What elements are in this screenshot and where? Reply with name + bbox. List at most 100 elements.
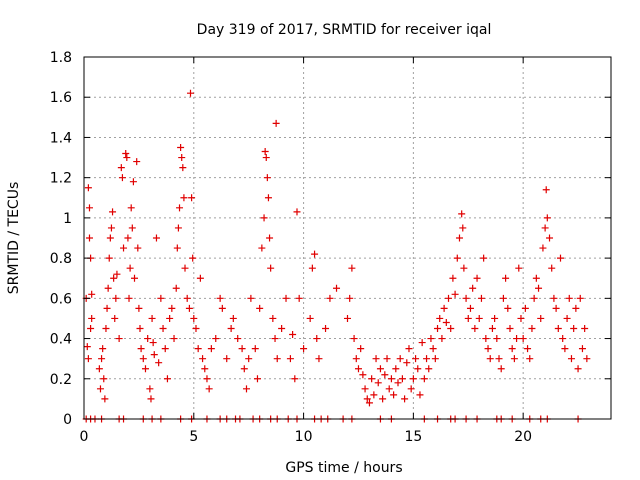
data-point	[150, 351, 158, 359]
data-point	[434, 325, 442, 332]
data-point	[266, 234, 274, 242]
y-tick-label: 1.4	[50, 130, 72, 146]
data-point	[261, 148, 269, 156]
plot-frame	[83, 56, 612, 420]
data-point	[322, 325, 330, 332]
data-point	[313, 335, 321, 343]
data-point	[173, 244, 181, 252]
data-point	[267, 264, 275, 272]
data-point	[385, 385, 393, 393]
tick-labels: 0 5 10 15 20 0 0.2 0.4 0.6 0.8 1 1.2 1.4 1.6 1.8	[50, 50, 532, 445]
data-point	[311, 250, 319, 258]
data-point	[185, 304, 193, 312]
data-point	[258, 244, 266, 252]
data-point	[447, 325, 455, 332]
data-point	[174, 224, 182, 232]
data-point	[84, 184, 92, 192]
data-point	[473, 274, 481, 282]
data-point	[486, 355, 494, 363]
data-point	[504, 304, 512, 312]
data-point	[166, 314, 174, 322]
data-point	[363, 395, 371, 403]
data-point	[480, 254, 488, 262]
data-point	[101, 395, 109, 403]
data-point	[88, 290, 96, 298]
data-point	[111, 314, 119, 322]
data-point	[462, 294, 470, 302]
x-tick-label: 20	[514, 429, 532, 445]
data-point	[134, 244, 142, 252]
data-point	[105, 254, 113, 262]
axis-ticks	[83, 56, 611, 420]
data-point	[133, 158, 141, 166]
data-point	[396, 355, 404, 363]
data-point	[365, 399, 373, 407]
data-point	[381, 371, 389, 379]
data-point	[118, 174, 126, 182]
data-point	[168, 304, 176, 312]
data-point	[251, 345, 259, 353]
data-point	[308, 264, 316, 272]
data-point	[201, 365, 209, 373]
data-point	[427, 335, 435, 343]
data-point	[178, 154, 186, 162]
y-axis-label: SRMTID / TECUs	[6, 182, 22, 295]
y-tick-label: 0.2	[50, 372, 72, 388]
data-point	[438, 335, 446, 343]
data-point	[155, 359, 163, 367]
data-point	[181, 264, 189, 272]
data-point	[372, 355, 380, 363]
data-point	[488, 325, 496, 332]
data-point	[379, 395, 387, 403]
data-point	[348, 264, 356, 272]
data-point	[477, 294, 485, 302]
data-point	[398, 375, 406, 383]
y-tick-label: 0.4	[50, 332, 72, 348]
data-point	[471, 325, 479, 332]
data-point	[293, 208, 301, 216]
data-point	[572, 304, 580, 312]
data-point	[85, 204, 93, 212]
x-tick-label: 0	[80, 429, 89, 445]
data-point	[423, 355, 431, 363]
data-point	[149, 339, 157, 347]
data-point	[106, 234, 114, 242]
x-tick-label: 5	[189, 429, 198, 445]
data-point	[141, 365, 149, 373]
data-points	[82, 89, 591, 423]
data-point	[420, 375, 428, 383]
data-point	[180, 194, 188, 202]
y-tick-label: 0.6	[50, 291, 72, 307]
data-point	[459, 224, 467, 232]
data-point	[390, 391, 398, 399]
data-point	[460, 264, 468, 272]
data-point	[357, 345, 365, 353]
x-tick-label: 10	[295, 429, 313, 445]
data-point	[429, 345, 437, 353]
data-point	[123, 154, 131, 162]
data-point	[556, 254, 564, 262]
data-point	[124, 234, 132, 242]
data-point	[576, 294, 584, 302]
data-point	[253, 375, 261, 383]
data-point	[240, 365, 248, 373]
data-point	[409, 375, 417, 383]
data-point	[152, 234, 160, 242]
data-point	[350, 335, 358, 343]
data-point	[199, 355, 207, 363]
data-point	[112, 294, 120, 302]
data-point	[238, 345, 246, 353]
data-point	[517, 314, 525, 322]
data-point	[186, 89, 194, 97]
data-point	[177, 144, 185, 151]
data-point	[539, 244, 547, 252]
data-point	[565, 294, 573, 302]
data-point	[194, 345, 202, 353]
data-point	[383, 355, 391, 363]
data-point	[291, 375, 299, 383]
data-point	[425, 365, 433, 373]
data-point	[247, 294, 255, 302]
data-point	[368, 375, 376, 383]
data-point	[110, 274, 118, 282]
